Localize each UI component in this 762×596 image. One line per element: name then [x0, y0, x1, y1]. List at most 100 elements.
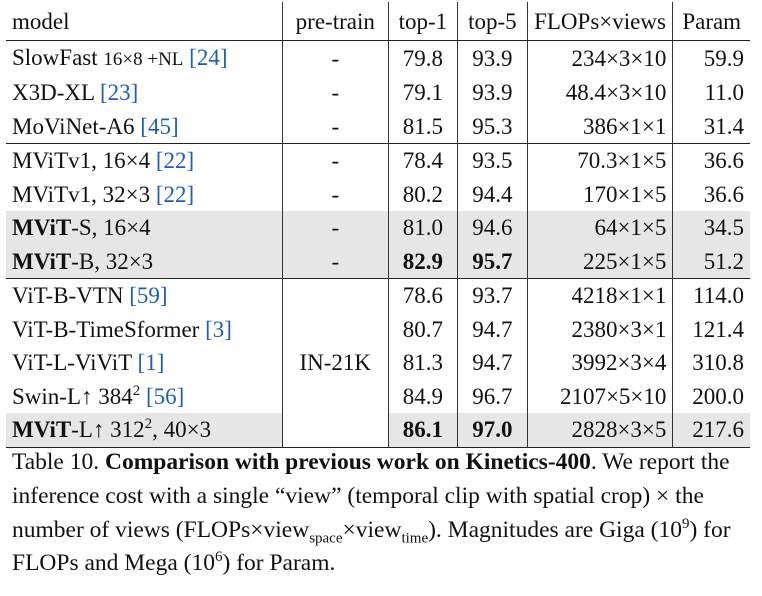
- param-cell: 11.0: [672, 76, 750, 110]
- top5-cell: 94.7: [457, 312, 528, 346]
- param-cell: 36.6: [672, 143, 750, 178]
- table-row: ViT-B-TimeSformer [3] 80.7 94.7 2380×3×1 121…: [6, 312, 750, 347]
- param-cell: 310.8: [672, 346, 750, 380]
- model-superscript: 2: [132, 382, 141, 399]
- flops-cell: 4218×1×1: [526, 278, 673, 313]
- citation: [23]: [99, 80, 139, 106]
- caption-text: Table 10. Comparison with previous work …: [12, 446, 752, 581]
- model-superscript: 2: [144, 416, 153, 433]
- flops-cell: 234×3×10: [526, 40, 673, 76]
- caption-text-4: ) for FLOPs and Mega (10: [12, 516, 731, 577]
- model-cell: MViT-L↑ 3122, 40×3: [6, 413, 283, 448]
- caption-text-1: . We report the inference cost with a si…: [12, 449, 730, 543]
- citation: [3]: [205, 316, 232, 342]
- citation-number: 59: [136, 283, 160, 309]
- model-cell: SlowFast 16×8 +NL [24]: [6, 40, 283, 76]
- citation: [22]: [155, 148, 195, 174]
- flops-cell: 3992×3×4: [526, 346, 673, 380]
- top5-cell: 94.6: [457, 211, 528, 245]
- flops-cell: 64×1×5: [526, 211, 673, 245]
- caption-sub-space: space: [309, 530, 343, 547]
- citation-number: 56: [153, 383, 177, 409]
- table-row: ViT-L-ViViT [1] 81.3 94.7 3992×3×4 310.8: [6, 346, 750, 380]
- citation-number: 3: [212, 316, 225, 342]
- model-cell: ViT-B-TimeSformer [3]: [6, 313, 282, 347]
- top1-cell: 78.4: [387, 143, 458, 178]
- model-name-bold: MViT: [12, 215, 72, 241]
- flops-cell: 2107×5×10: [526, 379, 673, 413]
- top1-cell: 79.1: [387, 76, 458, 110]
- pretrain-cell: -: [281, 244, 389, 279]
- top5-cell: 93.9: [457, 76, 528, 110]
- table-row: MViT-B, 32×3-82.9 95.7 225×1×5 51.2: [6, 244, 750, 279]
- model-name-bold: MViT: [12, 417, 72, 443]
- citation: [59]: [129, 283, 168, 309]
- top1-cell: 81.5: [387, 109, 458, 144]
- citation: [1]: [137, 350, 165, 376]
- top5-cell: 94.4: [457, 177, 528, 211]
- pretrain-cell: -: [281, 211, 389, 245]
- header-flops: FLOPs×views: [526, 2, 673, 41]
- top5-cell: 93.5: [457, 143, 528, 178]
- table-row: MViTv1, 16×4 [22] -78.4 93.5 70.3×1×5 36.6: [6, 143, 750, 178]
- top1-cell: 78.6: [387, 278, 458, 313]
- table-caption: Table 10. Comparison with previous work …: [12, 446, 752, 581]
- flops-cell: 386×1×1: [526, 109, 673, 144]
- model-name: SlowFast: [12, 45, 104, 70]
- citation: [24]: [189, 45, 228, 70]
- model-name: X3D-XL: [12, 80, 100, 106]
- param-cell: 31.4: [672, 109, 750, 144]
- pretrain-cell: -: [281, 76, 389, 110]
- param-cell: 200.0: [672, 379, 750, 413]
- caption-text-3: ). Magnitudes are Giga (10: [428, 516, 682, 543]
- param-cell: 51.2: [672, 244, 750, 279]
- caption-label: Table 10.: [12, 449, 100, 475]
- header-top5: top-5: [457, 2, 528, 41]
- caption-text-5: ) for Param.: [222, 550, 336, 577]
- flops-cell: 225×1×5: [526, 244, 673, 279]
- top5-cell: 95.3: [457, 109, 528, 144]
- pretrain-cell: -: [281, 143, 389, 178]
- top5-cell: 97.0: [457, 413, 528, 448]
- table-body: SlowFast 16×8 +NL [24] -79.8 93.9 234×3×10 5…: [6, 40, 750, 448]
- top1-cell: 80.7: [387, 312, 458, 346]
- top1-cell: 80.2: [387, 177, 458, 211]
- citation: [22]: [155, 181, 195, 207]
- model-name: -B, 32×3: [71, 248, 154, 274]
- flops-cell: 70.3×1×5: [526, 143, 673, 178]
- caption-sup-9: 9: [681, 515, 690, 532]
- table-row: Swin-L↑ 3842 [56] 84.9 96.7 2107×5×10 200.0: [6, 379, 750, 413]
- flops-cell: 48.4×3×10: [526, 76, 673, 110]
- top1-cell: 84.9: [387, 379, 458, 413]
- model-cell: MViTv1, 16×4 [22]: [6, 143, 283, 178]
- flops-cell: 2380×3×1: [526, 312, 673, 346]
- citation-number: 1: [145, 350, 157, 376]
- top5-cell: 94.7: [457, 346, 528, 380]
- pretrain-cell: IN-21K: [281, 278, 389, 448]
- param-cell: 34.5: [672, 211, 750, 245]
- citation: [45]: [140, 113, 179, 139]
- model-name: ViT-L-ViViT: [12, 350, 138, 376]
- param-cell: 114.0: [672, 278, 750, 313]
- top1-cell: 82.9: [387, 244, 458, 279]
- param-cell: 59.9: [672, 40, 750, 76]
- top1-cell: 81.0: [387, 211, 458, 245]
- header-row: model pre-train top-1 top-5 FLOPs×views …: [6, 2, 750, 41]
- citation-number: 22: [163, 181, 187, 207]
- model-name-tail: , 40×3: [152, 417, 212, 443]
- table-row: SlowFast 16×8 +NL [24] -79.8 93.9 234×3×10 5…: [6, 40, 750, 76]
- table-row: MViT-S, 16×4-81.0 94.6 64×1×5 34.5: [6, 211, 750, 245]
- caption-sub-time: time: [401, 530, 429, 547]
- model-cell: MViT-B, 32×3: [6, 244, 283, 279]
- model-name: ViT-B-TimeSformer: [12, 316, 206, 342]
- top5-cell: 96.7: [457, 379, 528, 413]
- top5-cell: 93.7: [457, 278, 528, 313]
- table-row: MViT-L↑ 3122, 40×3 86.1 97.0 2828×3×5 217.6: [6, 413, 750, 448]
- top1-cell: 86.1: [387, 413, 458, 448]
- model-name: ViT-B-VTN: [12, 283, 130, 309]
- model-name: Swin-L↑ 384: [12, 383, 133, 409]
- citation-number: 22: [163, 148, 187, 174]
- model-cell: ViT-B-VTN [59]: [6, 278, 283, 313]
- header-param: Param: [672, 2, 750, 41]
